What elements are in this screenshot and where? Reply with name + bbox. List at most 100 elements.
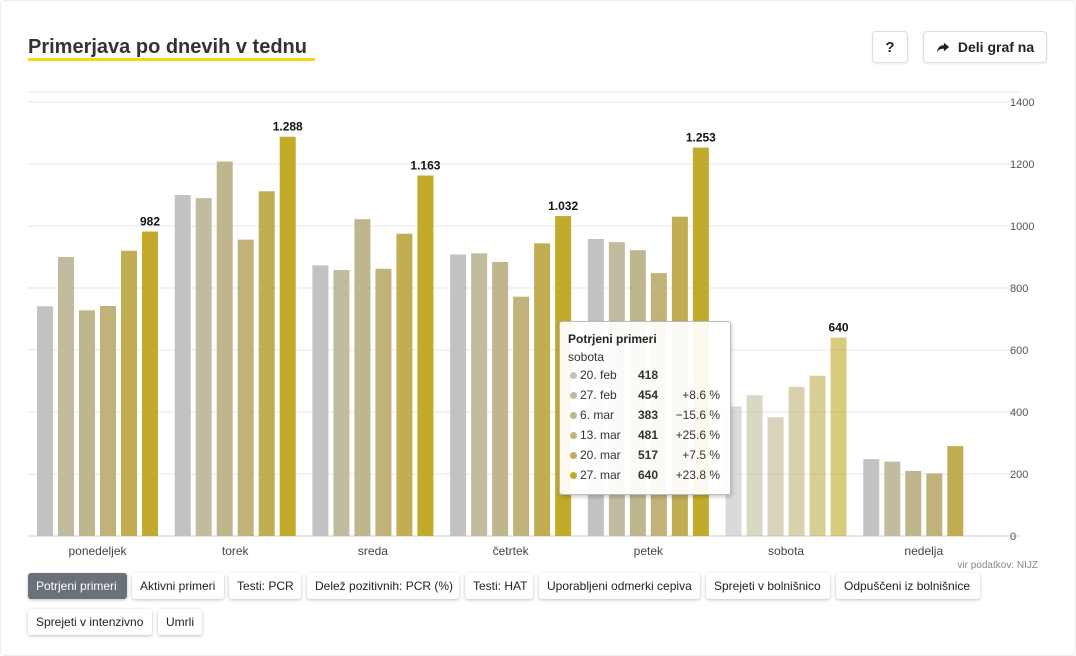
- share-button-label: Deli graf na: [957, 39, 1035, 55]
- bar-ponedeljek-6-mar: [79, 310, 95, 536]
- tooltip-value: 640: [638, 468, 659, 482]
- chart-tooltip: Potrjeni primeri sobota 20. feb 418 27. fe…: [559, 321, 731, 495]
- tooltip-date: 20. feb: [580, 368, 617, 382]
- bar-četrtek-20-feb: [450, 254, 467, 536]
- series-dot-icon: [570, 472, 577, 479]
- tooltip-title: Potrjeni primeri: [568, 332, 657, 346]
- tooltip-row: 27. feb 454 +8.6 %: [568, 388, 728, 404]
- data-label: 1.163: [410, 158, 440, 172]
- data-source: vir podatkov: NIJZ: [957, 560, 1038, 571]
- bar-ponedeljek-13-mar: [100, 305, 116, 536]
- tooltip-date: 27. mar: [580, 468, 621, 482]
- tooltip-date: 27. feb: [580, 388, 617, 402]
- bar-nedelja-27-feb: [884, 461, 901, 536]
- tab-potrjeni-primeri[interactable]: Potrjeni primeri: [28, 573, 127, 599]
- bar-sreda-20-feb: [312, 265, 329, 536]
- bar-ponedeljek-20-mar: [121, 250, 137, 537]
- tooltip-row: 27. mar 640 +23.8 %: [568, 468, 728, 484]
- bar-sreda-27-mar: [417, 175, 434, 536]
- tab-testi-hat[interactable]: Testi: HAT: [465, 573, 533, 599]
- tooltip-change: +8.6 %: [682, 388, 720, 402]
- tooltip-value: 454: [638, 388, 659, 402]
- bar-torek-20-mar: [258, 191, 275, 536]
- bar-nedelja-6-mar: [905, 470, 922, 536]
- bar-sobota-27-mar: [830, 337, 847, 536]
- tooltip-row: 13. mar 481 +25.6 %: [568, 428, 728, 444]
- y-tick-label: 800: [1010, 283, 1028, 295]
- data-label: 640: [829, 321, 849, 335]
- help-button[interactable]: ?: [872, 31, 908, 63]
- tab-dele-pozitivnih-pcr[interactable]: Delež pozitivnih: PCR (%): [307, 573, 459, 599]
- bar-nedelja-20-feb: [863, 459, 880, 536]
- tooltip-subtitle: sobota: [568, 350, 605, 364]
- y-tick-label: 1400: [1010, 97, 1034, 109]
- bar-sobota-27-feb: [746, 395, 763, 536]
- y-tick-label: 1000: [1010, 221, 1034, 233]
- title-underline: [28, 58, 315, 61]
- series-dot-icon: [570, 372, 577, 379]
- bar-sreda-6-mar: [354, 219, 371, 536]
- bar-torek-27-mar: [279, 136, 296, 536]
- tooltip-change: +23.8 %: [675, 468, 720, 482]
- tooltip-row: 20. feb 418: [568, 368, 728, 384]
- tooltip-row: 20. mar 517 +7.5 %: [568, 448, 728, 464]
- tooltip-date: 6. mar: [580, 408, 615, 422]
- tooltip-change: +25.6 %: [675, 428, 720, 442]
- tooltip-value: 383: [638, 408, 659, 422]
- bar-nedelja-20-mar: [947, 446, 964, 536]
- x-category-label: sobota: [768, 544, 804, 558]
- tooltip-date: 20. mar: [580, 448, 621, 462]
- tab-umrli[interactable]: Umrli: [158, 609, 202, 635]
- bar-sobota-13-mar: [788, 386, 805, 536]
- tooltip-value: 517: [638, 448, 659, 462]
- bar-torek-20-feb: [174, 195, 191, 536]
- y-tick-label: 600: [1010, 345, 1028, 357]
- bar-torek-13-mar: [237, 239, 254, 536]
- x-category-label: četrtek: [493, 544, 530, 558]
- chart-title: Primerjava po dnevih v tednu: [28, 36, 307, 58]
- series-dot-icon: [570, 432, 577, 439]
- x-category-label: sreda: [358, 544, 388, 558]
- y-tick-label: 0: [1010, 531, 1016, 543]
- bar-sobota-20-mar: [809, 375, 826, 536]
- bar-četrtek-20-mar: [534, 243, 551, 537]
- tab-sprejeti-v-bolni-nico[interactable]: Sprejeti v bolnišnico: [706, 573, 830, 599]
- series-dot-icon: [570, 412, 577, 419]
- y-tick-label: 400: [1010, 407, 1028, 419]
- tab-testi-pcr[interactable]: Testi: PCR: [229, 573, 301, 599]
- tooltip-row: 6. mar 383 −15.6 %: [568, 408, 728, 424]
- data-label: 1.288: [273, 120, 303, 134]
- bar-ponedeljek-27-mar: [142, 231, 158, 536]
- bar-sreda-13-mar: [375, 268, 392, 536]
- bar-četrtek-6-mar: [492, 261, 509, 536]
- bar-nedelja-13-mar: [926, 473, 943, 536]
- bar-ponedeljek-27-feb: [58, 257, 74, 536]
- x-category-label: ponedeljek: [68, 544, 127, 558]
- bar-četrtek-27-feb: [471, 253, 488, 536]
- tab-uporabljeni-odmerki-cepiva[interactable]: Uporabljeni odmerki cepiva: [539, 573, 700, 599]
- share-arrow-icon: [936, 42, 949, 53]
- tab-sprejeti-v-intenzivno[interactable]: Sprejeti v intenzivno: [28, 609, 152, 635]
- tab-aktivni-primeri[interactable]: Aktivni primeri: [132, 573, 224, 599]
- tab-odpu-eni-iz-bolni-nice[interactable]: Odpuščeni iz bolnišnice: [836, 573, 980, 599]
- bar-sobota-6-mar: [767, 417, 784, 536]
- data-label: 982: [140, 215, 160, 229]
- share-button[interactable]: Deli graf na: [923, 31, 1047, 63]
- x-category-label: nedelja: [904, 544, 943, 558]
- tooltip-value: 418: [638, 368, 659, 382]
- bar-sreda-20-mar: [396, 233, 413, 536]
- bar-ponedeljek-20-feb: [37, 306, 53, 536]
- bar-chart: 0 200 400 600 800 1000 1200 1400 982 ponedeljek 1.…: [28, 91, 1034, 558]
- data-label: 1.253: [686, 131, 716, 145]
- tooltip-change: +7.5 %: [682, 448, 720, 462]
- bar-četrtek-13-mar: [513, 296, 530, 536]
- x-category-label: petek: [634, 544, 664, 558]
- tooltip-change: −15.6 %: [675, 408, 720, 422]
- bar-sreda-27-feb: [333, 270, 350, 536]
- series-dot-icon: [570, 392, 577, 399]
- y-tick-label: 200: [1010, 469, 1028, 481]
- data-label: 1.032: [548, 199, 578, 213]
- series-dot-icon: [570, 452, 577, 459]
- bar-torek-27-feb: [195, 198, 212, 536]
- tooltip-date: 13. mar: [580, 428, 621, 442]
